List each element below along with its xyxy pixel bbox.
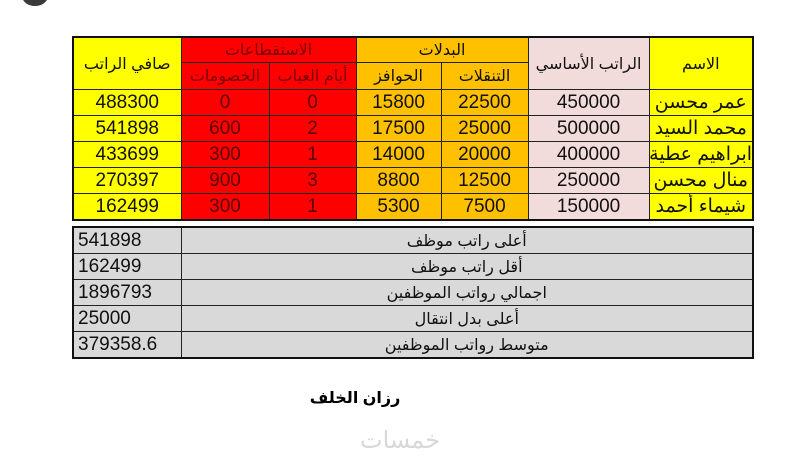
summary-row: متوسط رواتب الموظفين 379358.6 [72,331,754,359]
cell-absence: 0 [268,89,357,116]
summary-label: أعلى بدل انتقال [180,305,754,332]
header-deductions-group: الاستقطاعات [180,36,357,63]
cell-net: 541898 [72,115,182,142]
cell-transport: 22500 [440,89,529,116]
summary-label: أقل راتب موظف [180,253,754,280]
cell-basic: 400000 [527,141,650,168]
cell-name: شيماء أحمد [648,193,754,221]
cell-transport: 12500 [440,167,529,194]
table-row: منال محسن 250000 12500 8800 3 900 270397 [72,167,754,194]
cell-absence: 1 [268,141,357,168]
cell-name: ابراهيم عطية [648,141,754,168]
cell-incentives: 15800 [355,89,442,116]
cell-deductions: 0 [180,89,270,116]
summary-row: أعلى بدل انتقال 25000 [72,305,754,332]
summary-value: 162499 [72,253,182,280]
table-row: عمر محسن 450000 22500 15800 0 0 488300 [72,89,754,116]
cell-deductions: 600 [180,115,270,142]
table-row: ابراهيم عطية 400000 20000 14000 1 300 433699 [72,141,754,168]
cell-net: 433699 [72,141,182,168]
summary-value: 25000 [72,305,182,332]
header-net-salary: صافي الراتب [72,36,182,90]
header-transport: التنقلات [440,62,529,90]
cell-absence: 1 [268,193,357,221]
cell-incentives: 14000 [355,141,442,168]
cell-basic: 150000 [527,193,650,221]
summary-value: 541898 [72,226,182,254]
cell-basic: 450000 [527,89,650,116]
header-name: الاسم [648,36,754,90]
summary-row: أقل راتب موظف 162499 [72,253,754,280]
cell-transport: 20000 [440,141,529,168]
cell-net: 270397 [72,167,182,194]
cell-transport: 25000 [440,115,529,142]
summary-label: متوسط رواتب الموظفين [180,331,754,359]
cell-incentives: 8800 [355,167,442,194]
corner-circle [22,0,48,6]
summary-table: أعلى راتب موظف 541898 أقل راتب موظف 162499 ا… [72,226,754,359]
cell-net: 162499 [72,193,182,221]
cell-name: عمر محسن [648,89,754,116]
cell-deductions: 300 [180,141,270,168]
cell-deductions: 300 [180,193,270,221]
header-allowances: البدلات [355,36,529,63]
summary-row: أعلى راتب موظف 541898 [72,226,754,254]
summary-value: 379358.6 [72,331,182,359]
cell-incentives: 17500 [355,115,442,142]
table-row: محمد السيد 500000 25000 17500 2 600 541898 [72,115,754,142]
summary-label: اجمالي رواتب الموظفين [180,279,754,306]
cell-basic: 250000 [527,167,650,194]
header-deductions: الخصومات [180,62,270,90]
cell-transport: 7500 [440,193,529,221]
cell-name: محمد السيد [648,115,754,142]
cell-absence: 2 [268,115,357,142]
cell-absence: 3 [268,167,357,194]
header-absence-days: أيام الغياب [268,62,357,90]
salary-table: الاسم الراتب الأساسي البدلات الاستقطاعات… [72,36,755,221]
header-incentives: الحوافز [355,62,442,90]
cell-deductions: 900 [180,167,270,194]
header-basic-salary: الراتب الأساسي [527,36,650,90]
watermark-logo: خمسات [359,427,441,454]
summary-label: أعلى راتب موظف [180,226,754,254]
cell-basic: 500000 [527,115,650,142]
author-name: رزان الخلف [309,390,401,407]
summary-row: اجمالي رواتب الموظفين 1896793 [72,279,754,306]
cell-name: منال محسن [648,167,754,194]
cell-net: 488300 [72,89,182,116]
summary-value: 1896793 [72,279,182,306]
table-row: شيماء أحمد 150000 7500 5300 1 300 162499 [72,193,754,221]
cell-incentives: 5300 [355,193,442,221]
